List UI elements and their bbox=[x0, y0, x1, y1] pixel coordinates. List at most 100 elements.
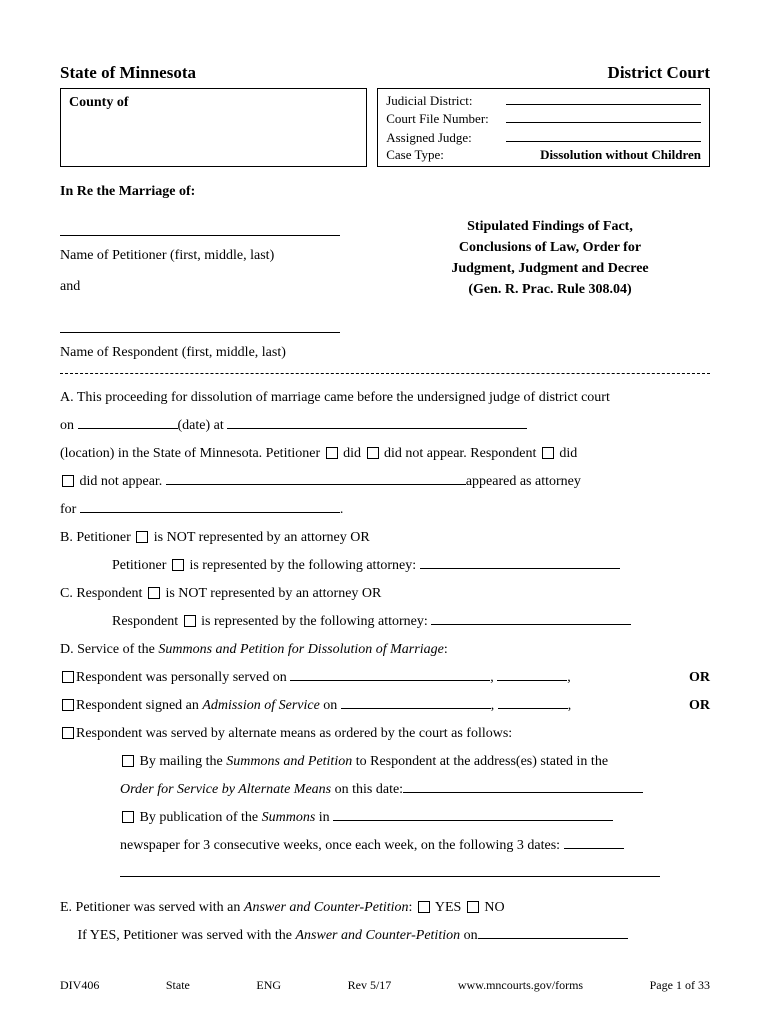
d-r1: Respondent was personally served on bbox=[76, 670, 290, 685]
checkbox-c-rep[interactable] bbox=[184, 615, 196, 627]
footer-state: State bbox=[166, 976, 190, 994]
respondent-label: Name of Respondent (first, middle, last) bbox=[60, 342, 710, 363]
county-of-label: County of bbox=[69, 92, 358, 113]
court-file-number-label: Court File Number: bbox=[386, 110, 506, 128]
state-label: State of Minnesota bbox=[60, 60, 196, 86]
checkbox-e-yes[interactable] bbox=[418, 901, 430, 913]
court-file-number-line[interactable] bbox=[506, 109, 701, 123]
d-newspaper-line[interactable] bbox=[333, 820, 613, 821]
d-m1i: Summons and Petition bbox=[226, 754, 352, 769]
section-e: E. Petitioner was served with an Answer … bbox=[60, 894, 710, 950]
d-p1b: in bbox=[315, 810, 333, 825]
e-yes: YES bbox=[432, 900, 465, 915]
d-dates-line1[interactable] bbox=[564, 848, 624, 849]
a-text-1: A. This proceeding for dissolution of ma… bbox=[60, 390, 610, 405]
a-on: on bbox=[60, 418, 78, 433]
a-date-at: (date) at bbox=[178, 418, 228, 433]
b-l1b: is NOT represented by an attorney OR bbox=[150, 530, 369, 545]
section-a: A. This proceeding for dissolution of ma… bbox=[60, 384, 710, 524]
checkbox-d-alternate[interactable] bbox=[62, 727, 74, 739]
e-served-line[interactable] bbox=[478, 938, 628, 939]
d-admission-line2[interactable] bbox=[498, 708, 568, 709]
checkbox-respondent-did[interactable] bbox=[542, 447, 554, 459]
c-l1b: is NOT represented by an attorney OR bbox=[162, 586, 381, 601]
c-l2b: is represented by the following attorney… bbox=[198, 614, 432, 629]
d-personal-line1[interactable] bbox=[290, 680, 490, 681]
c-l1a: C. Respondent bbox=[60, 586, 146, 601]
e-l1b: : bbox=[409, 900, 416, 915]
a-did: did bbox=[340, 446, 365, 461]
d-m2i: Order for Service by Alternate Means bbox=[120, 782, 331, 797]
d-p1a: By publication of the bbox=[136, 810, 262, 825]
footer: DIV406 State ENG Rev 5/17 www.mncourts.g… bbox=[60, 976, 710, 994]
assigned-judge-line[interactable] bbox=[506, 128, 701, 142]
e-l1a: E. Petitioner was served with an bbox=[60, 900, 244, 915]
checkbox-petitioner-didnot[interactable] bbox=[367, 447, 379, 459]
checkbox-petitioner-did[interactable] bbox=[326, 447, 338, 459]
d-p2: newspaper for 3 consecutive weeks, once … bbox=[120, 838, 564, 853]
footer-url: www.mncourts.gov/forms bbox=[458, 976, 583, 994]
doc-title-l3: Judgment, Judgment and Decree bbox=[390, 258, 710, 279]
footer-form: DIV406 bbox=[60, 976, 99, 994]
e-l2a: If YES, Petitioner was served with the bbox=[78, 928, 296, 943]
a-for: for bbox=[60, 502, 80, 517]
checkbox-b-rep[interactable] bbox=[172, 559, 184, 571]
c-l2a: Respondent bbox=[112, 614, 182, 629]
petitioner-name-line[interactable] bbox=[60, 216, 340, 236]
case-type-label: Case Type: bbox=[386, 146, 506, 164]
c-attorney-line[interactable] bbox=[431, 624, 631, 625]
judicial-district-line[interactable] bbox=[506, 91, 701, 105]
d-row-1: Respondent was personally served on , ,O… bbox=[60, 664, 710, 692]
section-c: C. Respondent is NOT represented by an a… bbox=[60, 580, 710, 636]
respondent-name-line[interactable] bbox=[60, 313, 340, 333]
separator bbox=[60, 373, 710, 374]
section-b: B. Petitioner is NOT represented by an a… bbox=[60, 524, 710, 580]
d-publication: By publication of the Summons in newspap… bbox=[120, 804, 710, 888]
a-didnot1: did not appear. Respondent bbox=[381, 446, 540, 461]
b-l2a: Petitioner bbox=[112, 558, 170, 573]
checkbox-d-publication[interactable] bbox=[122, 811, 134, 823]
d-admission-line1[interactable] bbox=[341, 708, 491, 709]
d-l1i: Summons and Petition for Dissolution of … bbox=[158, 642, 443, 657]
checkbox-e-no[interactable] bbox=[467, 901, 479, 913]
d-m2b: on this date: bbox=[331, 782, 403, 797]
d-mailing-date-line[interactable] bbox=[403, 792, 643, 793]
b-l2b: is represented by the following attorney… bbox=[186, 558, 420, 573]
judicial-district-label: Judicial District: bbox=[386, 92, 506, 110]
checkbox-d-mailing[interactable] bbox=[122, 755, 134, 767]
checkbox-d-personal[interactable] bbox=[62, 671, 74, 683]
checkbox-b-not-rep[interactable] bbox=[136, 531, 148, 543]
checkbox-c-not-rep[interactable] bbox=[148, 587, 160, 599]
e-no: NO bbox=[481, 900, 505, 915]
d-dates-line2[interactable] bbox=[120, 876, 660, 877]
checkbox-respondent-didnot[interactable] bbox=[62, 475, 74, 487]
d-or-1: OR bbox=[689, 664, 710, 692]
doc-title-l2: Conclusions of Law, Order for bbox=[390, 237, 710, 258]
footer-page: Page 1 of 33 bbox=[650, 976, 710, 994]
document-title: Stipulated Findings of Fact, Conclusions… bbox=[390, 216, 710, 300]
a-attorney-name-line[interactable] bbox=[166, 484, 466, 485]
a-appeared: appeared as attorney bbox=[466, 474, 581, 489]
a-loc: (location) in the State of Minnesota. Pe… bbox=[60, 446, 324, 461]
d-row-3: Respondent was served by alternate means… bbox=[60, 720, 710, 748]
d-r3: Respondent was served by alternate means… bbox=[76, 726, 512, 741]
d-r2b: on bbox=[320, 698, 341, 713]
a-didnot2: did not appear. bbox=[76, 474, 166, 489]
b-attorney-line[interactable] bbox=[420, 568, 620, 569]
checkbox-d-admission[interactable] bbox=[62, 699, 74, 711]
doc-title-l4: (Gen. R. Prac. Rule 308.04) bbox=[390, 279, 710, 300]
e-l2i: Answer and Counter-Petition bbox=[296, 928, 461, 943]
doc-title-l1: Stipulated Findings of Fact, bbox=[390, 216, 710, 237]
d-or-2: OR bbox=[689, 692, 710, 720]
section-d: D. Service of the Summons and Petition f… bbox=[60, 636, 710, 664]
a-date-line[interactable] bbox=[78, 428, 178, 429]
e-l2b: on bbox=[460, 928, 478, 943]
a-location-line[interactable] bbox=[227, 428, 527, 429]
d-m1b: to Respondent at the address(es) stated … bbox=[352, 754, 608, 769]
d-r2a: Respondent signed an bbox=[76, 698, 202, 713]
d-row-2: Respondent signed an Admission of Servic… bbox=[60, 692, 710, 720]
d-personal-line2[interactable] bbox=[497, 680, 567, 681]
case-type-value: Dissolution without Children bbox=[506, 146, 701, 164]
d-m1a: By mailing the bbox=[136, 754, 226, 769]
a-for-line[interactable] bbox=[80, 512, 340, 513]
